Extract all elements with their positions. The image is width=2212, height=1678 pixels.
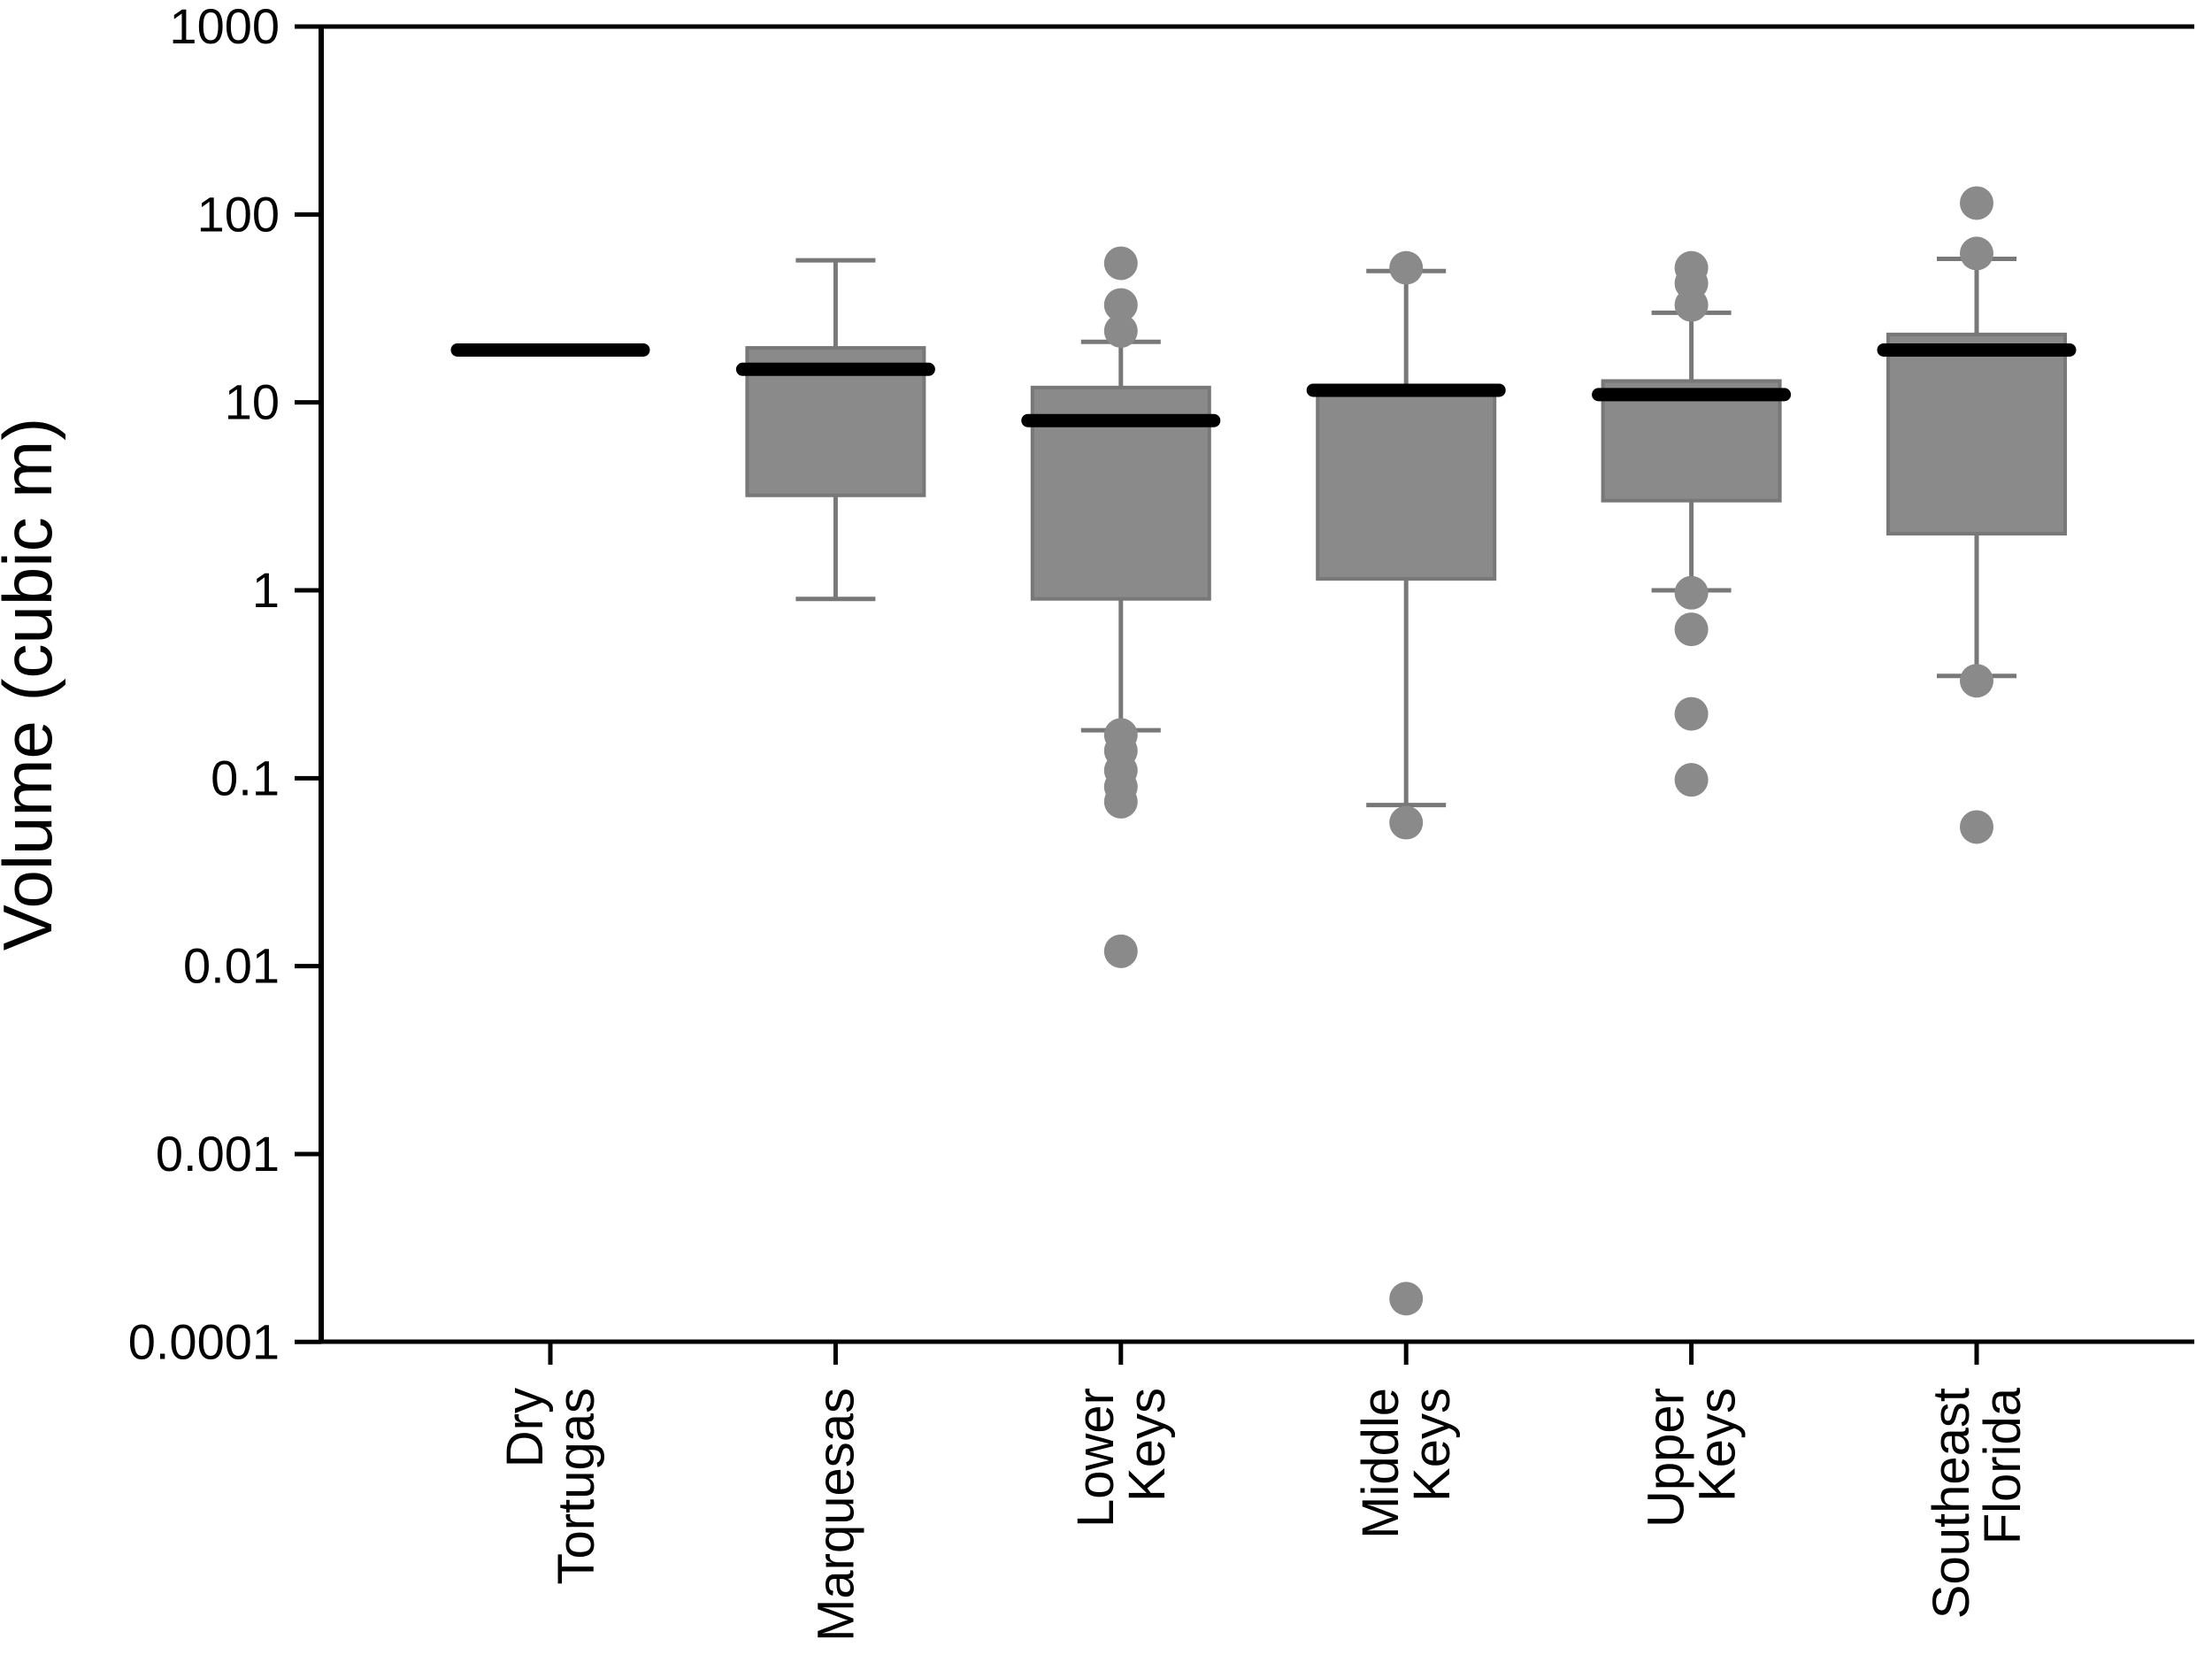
- y-tick-label-10: 10: [225, 374, 280, 430]
- outlier-dot-upper-keys: [1674, 288, 1709, 322]
- outlier-dot-southeast-florida: [1960, 186, 1993, 220]
- outlier-dot-southeast-florida: [1960, 236, 1993, 271]
- y-tick-label-0.1: 0.1: [211, 750, 280, 805]
- category-label-line: Keys: [1689, 1388, 1747, 1502]
- outlier-dot-lower-keys: [1103, 934, 1138, 968]
- outlier-dot-middle-keys: [1389, 805, 1424, 840]
- outlier-dot-middle-keys: [1389, 1282, 1424, 1316]
- y-axis-title: Volume (cubic m): [0, 418, 66, 951]
- box-southeast-florida: [1886, 332, 2067, 536]
- category-label-line: Marquesas: [807, 1388, 864, 1642]
- category-label-line: Florida: [1974, 1387, 2032, 1544]
- category-label-marquesas: Marquesas: [807, 1388, 864, 1642]
- category-label-line: Keys: [1403, 1388, 1461, 1502]
- outlier-dot-upper-keys: [1674, 697, 1709, 731]
- category-label-line: Middle: [1352, 1388, 1409, 1539]
- outlier-dot-southeast-florida: [1960, 810, 1993, 844]
- category-label-line: Upper: [1638, 1388, 1695, 1528]
- category-label-line: Keys: [1118, 1388, 1176, 1502]
- y-tick-label-0.001: 0.001: [156, 1126, 280, 1182]
- y-tick-label-1: 1: [252, 562, 280, 618]
- y-tick-label-0.01: 0.01: [183, 938, 280, 994]
- outlier-dot-middle-keys: [1389, 250, 1424, 285]
- outlier-dot-lower-keys: [1103, 313, 1138, 348]
- outlier-dot-upper-keys: [1674, 763, 1709, 797]
- outlier-dot-upper-keys: [1674, 612, 1709, 647]
- y-tick-label-0.0001: 0.0001: [128, 1313, 280, 1369]
- outlier-dot-upper-keys: [1674, 575, 1709, 610]
- category-label-line: Lower: [1067, 1388, 1125, 1528]
- y-tick-label-1000: 1000: [169, 0, 280, 54]
- outlier-dot-lower-keys: [1103, 288, 1138, 322]
- outlier-dot-southeast-florida: [1960, 664, 1993, 698]
- outlier-dot-lower-keys: [1103, 784, 1138, 819]
- y-tick-label-100: 100: [197, 186, 280, 242]
- box-middle-keys: [1316, 391, 1497, 581]
- category-label-line: Dry: [496, 1388, 554, 1467]
- outlier-dot-lower-keys: [1103, 246, 1138, 281]
- category-label-line: Southeast: [1923, 1388, 1980, 1619]
- category-label-line: Tortugas: [548, 1388, 605, 1584]
